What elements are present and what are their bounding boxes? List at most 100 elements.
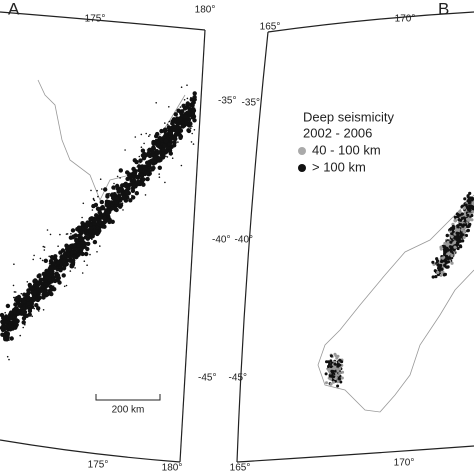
quake-dot [180, 164, 183, 167]
quake-dot [99, 199, 105, 205]
quake-dot [460, 212, 464, 216]
quake-dot [187, 106, 192, 112]
quake-dot [124, 183, 129, 189]
quake-dot [436, 263, 440, 267]
quake-dot [186, 84, 188, 86]
quake-dot [5, 303, 11, 309]
quake-dot [168, 151, 173, 156]
quake-dot [450, 235, 454, 239]
quake-dot [131, 178, 137, 183]
quake-dot [39, 257, 42, 260]
quake-dot [443, 250, 447, 254]
quake-dot [103, 187, 108, 192]
quake-dot [138, 155, 141, 158]
quake-dot [28, 285, 33, 290]
legend-item: > 100 km [312, 159, 366, 174]
quake-dot [26, 281, 29, 283]
quake-dot [28, 307, 30, 310]
quake-dot [94, 225, 100, 230]
quake-dot [341, 370, 345, 374]
quake-dot [333, 365, 337, 369]
quake-dot [149, 158, 154, 163]
quake-dot [26, 295, 31, 300]
tick-label: 175° [88, 460, 109, 471]
quake-dot [78, 237, 84, 242]
quake-dot [461, 233, 465, 237]
quake-dot [81, 272, 84, 274]
quake-dot [150, 167, 155, 172]
quake-dot [141, 177, 146, 182]
quake-dot [69, 264, 75, 269]
quake-dot [467, 218, 471, 222]
quake-dot [32, 290, 37, 296]
panel-label: B [438, 0, 449, 18]
quake-dot [164, 122, 166, 124]
quake-dot [156, 158, 161, 163]
quake-dot [70, 232, 72, 235]
quake-dot [149, 134, 151, 136]
quake-dot [333, 362, 337, 366]
quake-dot [21, 320, 26, 325]
quake-dot [140, 148, 146, 153]
quake-dot [441, 256, 445, 260]
quake-dot [146, 150, 151, 156]
quake-dot [8, 315, 13, 321]
quake-dot [439, 273, 443, 277]
quake-dot [439, 245, 443, 249]
quake-dot [132, 158, 137, 163]
quake-dot [16, 294, 22, 300]
quake-dot [462, 223, 466, 227]
quake-dot [95, 231, 100, 236]
quake-dot [164, 181, 166, 184]
quake-dot [61, 266, 67, 271]
quake-dot [95, 214, 101, 219]
quake-dot [178, 117, 183, 122]
quake-dot [464, 203, 468, 207]
quake-dot [155, 102, 157, 104]
quake-dot [70, 228, 76, 233]
quake-dot [453, 236, 457, 240]
quake-dot [110, 219, 115, 224]
quake-dot [449, 249, 453, 253]
quake-dot [54, 256, 56, 258]
quake-dot [466, 213, 470, 217]
quake-dot [192, 91, 197, 96]
quake-dot [88, 237, 91, 239]
quake-dot [83, 235, 89, 240]
quake-dot [328, 374, 332, 378]
tick-label: -35° [218, 96, 236, 107]
quake-dot [456, 246, 460, 251]
quake-dot [45, 292, 50, 297]
quake-dot [150, 149, 155, 154]
quake-dot [96, 189, 98, 192]
tick-label: 170° [395, 14, 416, 25]
coastline [317, 194, 474, 413]
quake-dot [113, 182, 115, 185]
quake-dot [39, 277, 44, 282]
quake-dot [446, 243, 450, 247]
quake-dot [49, 255, 55, 260]
quake-dot [53, 254, 58, 259]
quake-dot [65, 284, 68, 287]
quake-dot [158, 173, 160, 175]
quake-dot [85, 246, 90, 252]
quake-dot [12, 319, 17, 324]
quake-dot [148, 135, 150, 137]
quake-dot [69, 270, 72, 272]
quake-dot [118, 203, 124, 208]
quake-dot [462, 229, 466, 233]
quake-dot [157, 165, 162, 170]
quake-dot [153, 155, 158, 160]
quake-dot [466, 225, 470, 229]
quake-dot [35, 284, 40, 289]
quake-dot [96, 251, 98, 253]
quake-dot [329, 354, 333, 358]
tick-label: -45° [229, 373, 247, 384]
quake-dot [471, 202, 474, 206]
quake-dot [114, 200, 119, 205]
quake-dot [43, 249, 46, 251]
quake-dot [143, 153, 145, 155]
quake-dot [57, 245, 59, 247]
quake-dot [455, 231, 459, 235]
quake-dot [456, 228, 460, 232]
